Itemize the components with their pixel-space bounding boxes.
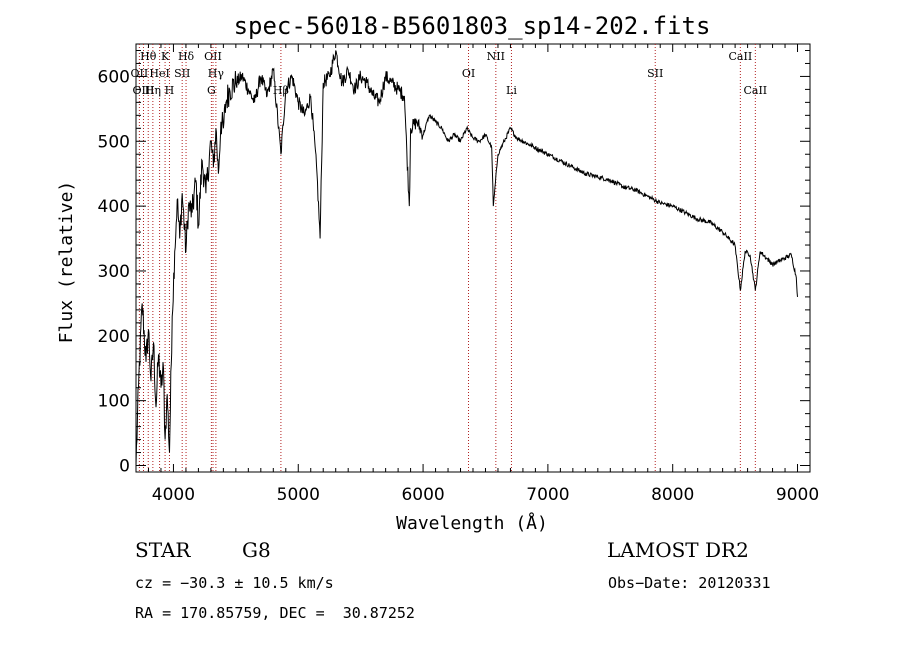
line-marker-label: Hβ bbox=[273, 84, 289, 97]
x-tick-label: 5000 bbox=[277, 485, 320, 505]
object-subclass: G8 bbox=[242, 538, 271, 562]
line-marker-label: Hη bbox=[145, 84, 161, 97]
y-tick-label: 300 bbox=[98, 262, 130, 282]
y-tick-label: 200 bbox=[98, 327, 130, 347]
coordinates-readout: RA = 170.85759, DEC = 30.87252 bbox=[135, 604, 415, 622]
line-marker-label: OII bbox=[131, 67, 149, 80]
line-marker-label: OI bbox=[462, 67, 475, 80]
line-marker-label: K bbox=[161, 50, 170, 63]
line-marker-label: H bbox=[165, 84, 175, 97]
x-tick-label: 6000 bbox=[401, 485, 444, 505]
survey-name: LAMOST DR2 bbox=[607, 538, 749, 562]
line-marker-label: SII bbox=[174, 67, 190, 80]
y-tick-label: 500 bbox=[98, 132, 130, 152]
chart-title: spec-56018-B5601803_sp14-202.fits bbox=[234, 12, 711, 40]
line-marker-label: NII bbox=[487, 50, 505, 63]
line-marker-label: CaII bbox=[729, 50, 753, 63]
x-tick-label: 4000 bbox=[152, 485, 195, 505]
redshift-readout: cz = −30.3 ± 10.5 km/s bbox=[135, 574, 334, 592]
line-marker-label: G bbox=[207, 84, 216, 97]
y-tick-label: 600 bbox=[98, 67, 130, 87]
observation-date: Obs−Date: 20120331 bbox=[608, 574, 771, 592]
plot-frame bbox=[135, 43, 811, 473]
spectrum-line bbox=[135, 50, 798, 466]
line-marker-label: CaII bbox=[743, 84, 767, 97]
y-tick-label: 400 bbox=[98, 197, 130, 217]
x-tick-label: 9000 bbox=[776, 485, 819, 505]
line-marker-label: Hθ bbox=[140, 50, 157, 63]
line-marker-label: HeI bbox=[149, 67, 169, 80]
line-marker-label: Hγ bbox=[208, 67, 225, 80]
line-marker-label: SII bbox=[647, 67, 663, 80]
x-axis-label: Wavelength (Å) bbox=[396, 512, 548, 534]
line-marker-label: Li bbox=[506, 84, 517, 97]
x-tick-label: 8000 bbox=[651, 485, 694, 505]
y-tick-label: 0 bbox=[119, 457, 130, 477]
axis-ticks: 4000 5000 6000 7000 8000 9000 0 100 200 300 400 500… bbox=[98, 44, 819, 505]
line-marker-label: OII bbox=[204, 50, 222, 63]
line-marker-label: OIII bbox=[132, 84, 154, 97]
y-tick-label: 100 bbox=[98, 392, 130, 412]
y-axis-label: Flux (relative) bbox=[56, 181, 77, 344]
x-tick-label: 7000 bbox=[526, 485, 569, 505]
line-marker-label: Hδ bbox=[178, 50, 195, 63]
object-class: STAR bbox=[135, 538, 191, 562]
